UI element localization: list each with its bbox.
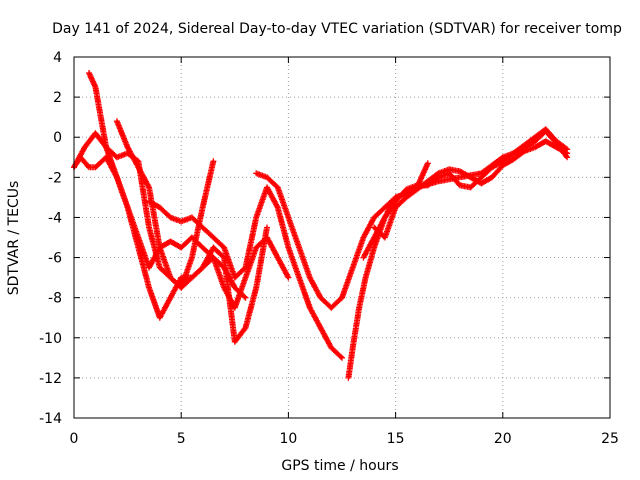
- series-track-9: [371, 138, 571, 241]
- y-tick-label: -6: [48, 251, 62, 267]
- series-track-2: [71, 154, 270, 345]
- series-track-6: [253, 160, 431, 311]
- y-axis-label: SDTVAR / TECUs: [6, 181, 22, 296]
- series-track-5: [146, 184, 345, 361]
- y-tick-label: 2: [53, 90, 62, 106]
- series-markers: [371, 138, 571, 241]
- y-tick-label: -8: [48, 291, 62, 307]
- series-markers: [345, 128, 571, 381]
- x-tick-label: 10: [279, 431, 297, 447]
- y-tick-label: 4: [53, 50, 62, 66]
- series-markers: [146, 184, 345, 361]
- series-markers: [71, 154, 270, 345]
- y-tick-label: -4: [48, 210, 62, 226]
- series-markers: [113, 118, 217, 291]
- x-tick-label: 15: [387, 431, 405, 447]
- y-tick-label: 0: [53, 130, 62, 146]
- grid-layer: [74, 57, 610, 418]
- y-tick-label: -12: [39, 371, 62, 387]
- plot-frame: [73, 56, 611, 419]
- series-markers: [253, 160, 431, 311]
- chart-title: Day 141 of 2024, Sidereal Day-to-day VTE…: [52, 21, 622, 37]
- y-tick-label: -2: [48, 170, 62, 186]
- x-tick-label: 20: [494, 431, 512, 447]
- series-track-4: [113, 118, 217, 291]
- x-tick-label: 0: [70, 431, 79, 447]
- x-tick-label: 5: [177, 431, 186, 447]
- y-tick-label: -10: [39, 331, 62, 347]
- x-tick-label: 25: [601, 431, 619, 447]
- tick-layer: 0 5 10 15 20 25 -14 -12 -10 -8 -6 -4 -2 0 2 4: [39, 50, 619, 447]
- data-layer: [71, 70, 571, 381]
- series-track-7: [345, 128, 571, 381]
- x-axis-label: GPS time / hours: [281, 458, 398, 474]
- y-tick-label: -14: [39, 411, 62, 427]
